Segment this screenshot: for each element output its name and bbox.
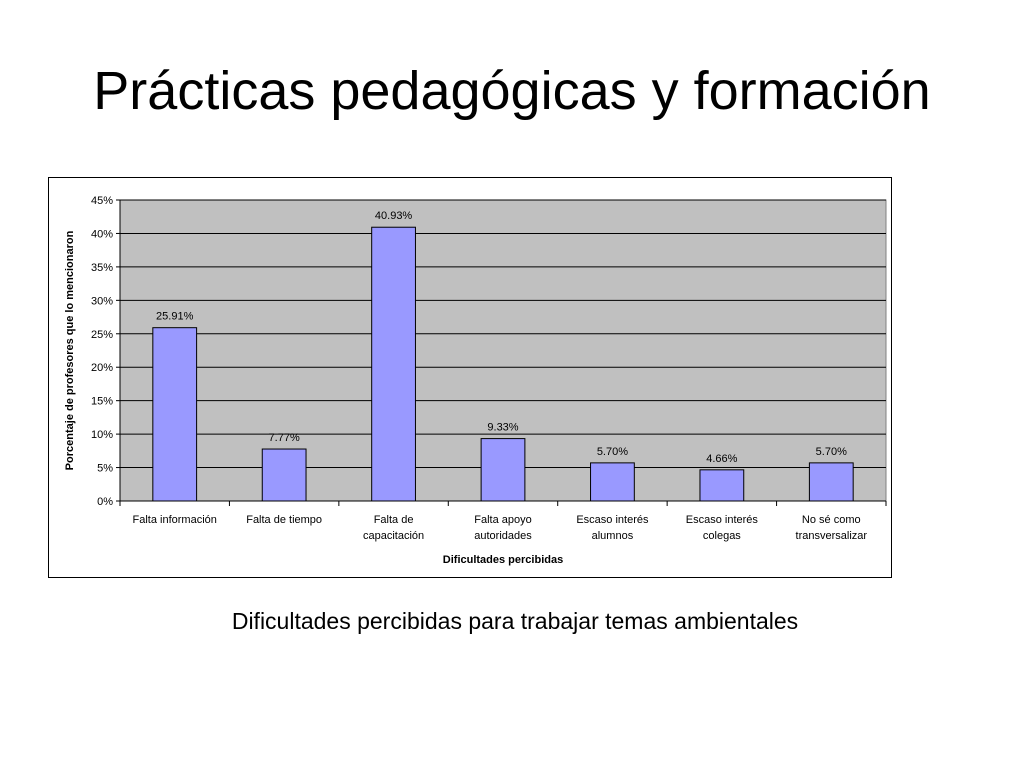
y-axis-title: Porcentaje de profesores que lo menciona… bbox=[64, 230, 76, 470]
y-tick-label: 30% bbox=[91, 295, 113, 307]
x-axis-title: Dificultades percibidas bbox=[443, 554, 563, 566]
bar-chart: 0% 5% 10% 15% 20% 25% 30% 35% 40% 45% 25.91% Falta … bbox=[64, 195, 887, 566]
bar bbox=[371, 226, 416, 502]
x-tick-label: Escaso interés alumnos bbox=[576, 514, 649, 542]
data-label: 40.93% bbox=[375, 210, 413, 222]
chart-container: 0% 5% 10% 15% 20% 25% 30% 35% 40% 45% 25.91% Falta … bbox=[48, 177, 892, 578]
y-tick-label: 45% bbox=[91, 195, 113, 207]
x-tick-label: Falta de tiempo bbox=[246, 514, 322, 526]
bar bbox=[699, 469, 745, 502]
y-tick-label: 10% bbox=[91, 429, 113, 441]
x-tick-label: Falta apoyo autoridades bbox=[474, 514, 532, 542]
data-label: 5.70% bbox=[816, 446, 847, 458]
y-tick-label: 25% bbox=[91, 329, 113, 341]
y-tick-label: 5% bbox=[97, 463, 113, 475]
bar bbox=[808, 462, 854, 502]
bar bbox=[480, 438, 526, 502]
y-tick-label: 40% bbox=[91, 228, 113, 240]
y-tick-label: 0% bbox=[97, 496, 113, 508]
y-tick-label: 35% bbox=[91, 262, 113, 274]
y-tick-label: 20% bbox=[91, 362, 113, 374]
chart-caption: Dificultades percibidas para trabajar te… bbox=[231, 608, 799, 634]
x-tick-label: No sé como transversalizar bbox=[796, 514, 868, 542]
x-tick-label: Escaso interés colegas bbox=[686, 514, 759, 542]
x-tick-label: Falta de capacitación bbox=[363, 514, 424, 542]
data-label: 9.33% bbox=[487, 422, 518, 434]
bar bbox=[590, 462, 635, 502]
data-label: 5.70% bbox=[597, 446, 628, 458]
data-label: 7.77% bbox=[269, 432, 300, 444]
slide-title: Prácticas pedagógicas y formación bbox=[93, 61, 931, 121]
bar bbox=[152, 327, 198, 502]
data-label: 4.66% bbox=[706, 453, 737, 465]
bar bbox=[261, 448, 307, 502]
y-tick-label: 15% bbox=[91, 396, 113, 408]
data-label: 25.91% bbox=[156, 311, 194, 323]
x-tick-label: Falta información bbox=[133, 514, 217, 526]
